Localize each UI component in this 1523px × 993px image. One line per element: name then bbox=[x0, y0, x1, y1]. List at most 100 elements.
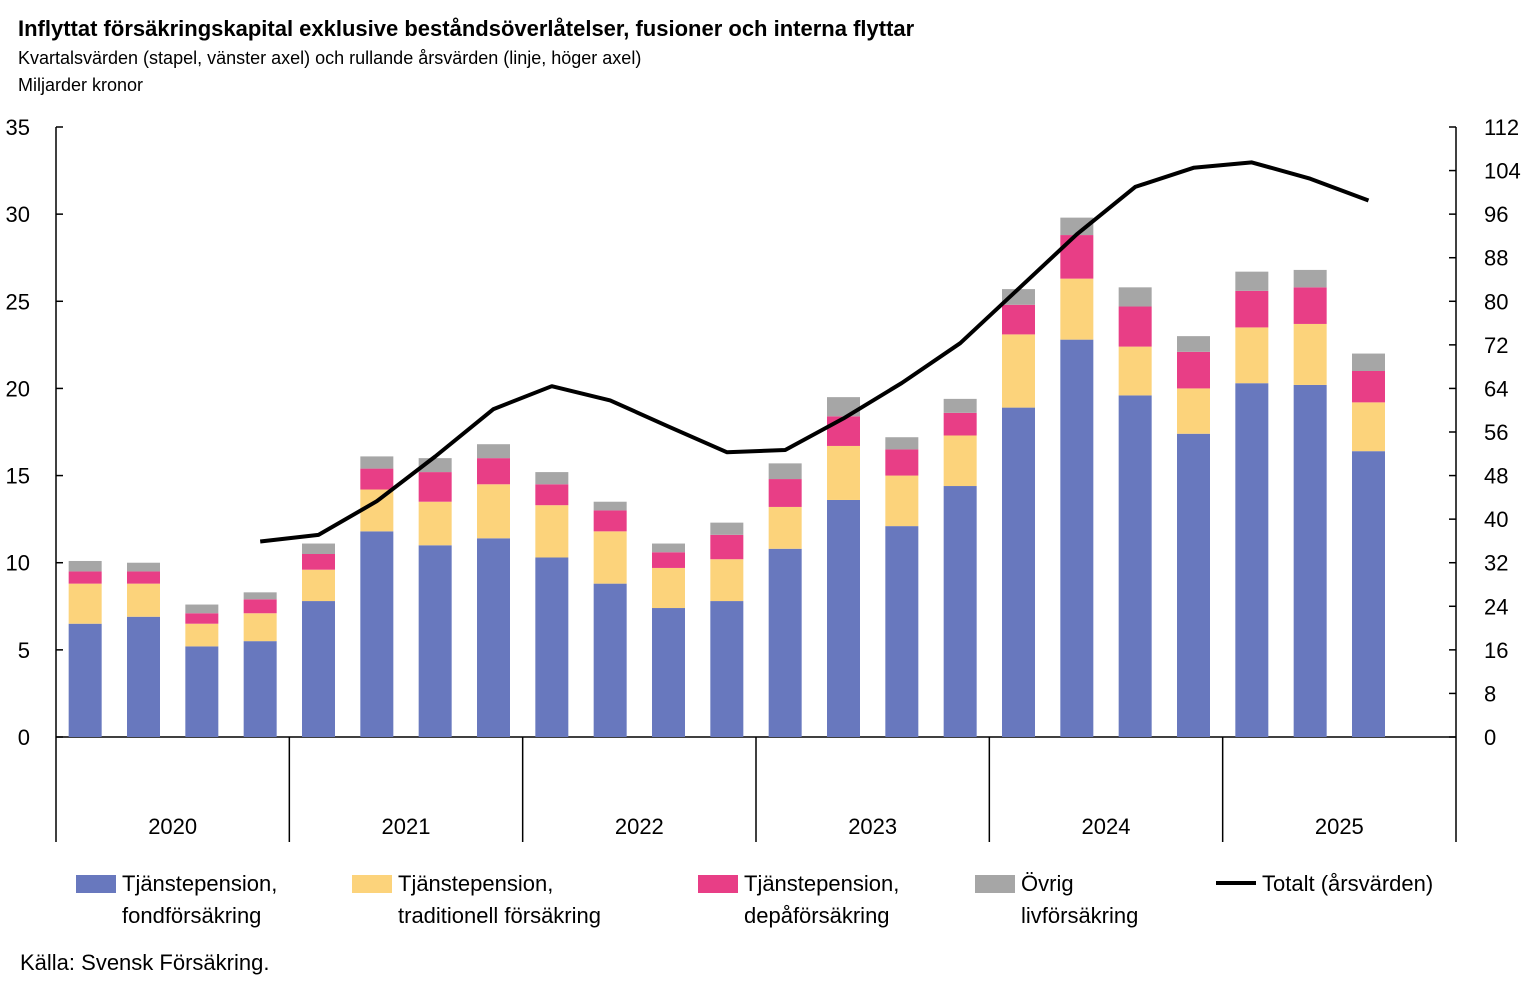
right-tick-label: 16 bbox=[1484, 638, 1508, 663]
bar-depa bbox=[1118, 306, 1152, 347]
bar-depa bbox=[1235, 290, 1269, 328]
right-tick-label: 80 bbox=[1484, 289, 1508, 314]
bars-group bbox=[68, 217, 1385, 737]
legend-item-depa: Tjänstepension, depåförsäkring bbox=[698, 868, 899, 932]
line-total bbox=[259, 160, 1370, 544]
bar-fond bbox=[477, 538, 510, 737]
bar-ovrig bbox=[243, 592, 277, 600]
bar-fond bbox=[1118, 395, 1152, 737]
bar-depa bbox=[943, 412, 977, 436]
right-tick-label: 48 bbox=[1484, 464, 1508, 489]
left-tick-label: 35 bbox=[6, 115, 30, 140]
bar-depa bbox=[885, 449, 919, 476]
legend-item-trad: Tjänstepension, traditionell försäkring bbox=[352, 868, 601, 932]
left-tick-label: 0 bbox=[18, 725, 30, 750]
bar-depa bbox=[302, 554, 335, 570]
bar-fond bbox=[943, 486, 977, 737]
bar-ovrig bbox=[127, 562, 160, 572]
bar-depa bbox=[593, 510, 627, 532]
right-tick-label: 112 bbox=[1484, 115, 1519, 140]
bar-fond bbox=[68, 623, 102, 737]
bar-fond bbox=[302, 601, 335, 737]
bar-fond bbox=[710, 601, 744, 737]
bar-trad bbox=[1235, 327, 1269, 384]
bar-ovrig bbox=[1352, 353, 1385, 371]
left-tick-label: 15 bbox=[6, 464, 30, 489]
bar-ovrig bbox=[652, 543, 685, 553]
bar-fond bbox=[127, 616, 160, 737]
bar-trad bbox=[1118, 346, 1152, 396]
line-group bbox=[259, 160, 1370, 544]
tick-labels-group: 0510152025303508162432404856647280889610… bbox=[6, 115, 1521, 839]
bar-trad bbox=[768, 506, 802, 549]
bar-ovrig bbox=[768, 463, 802, 480]
legend-swatch-ovrig bbox=[975, 875, 1015, 893]
bar-fond bbox=[827, 499, 860, 737]
legend-item-total: Totalt (årsvärden) bbox=[1216, 868, 1433, 900]
chart-canvas: 0510152025303508162432404856647280889610… bbox=[6, 115, 1521, 842]
bar-ovrig bbox=[1235, 271, 1269, 291]
bar-ovrig bbox=[185, 604, 219, 614]
bar-fond bbox=[1177, 433, 1210, 737]
bar-ovrig bbox=[1118, 287, 1152, 307]
bar-fond bbox=[1293, 384, 1327, 737]
year-label: 2022 bbox=[615, 814, 664, 839]
legend-label-fond: Tjänstepension, fondförsäkring bbox=[122, 871, 278, 928]
left-tick-label: 25 bbox=[6, 289, 30, 314]
bar-fond bbox=[360, 531, 394, 737]
year-label: 2020 bbox=[148, 814, 197, 839]
bar-trad bbox=[652, 567, 685, 609]
bar-trad bbox=[1060, 278, 1094, 340]
bar-depa bbox=[243, 599, 277, 614]
bar-trad bbox=[127, 583, 160, 617]
left-tick-label: 5 bbox=[18, 638, 30, 663]
bar-trad bbox=[1002, 334, 1035, 408]
right-tick-label: 8 bbox=[1484, 681, 1496, 706]
bar-depa bbox=[360, 468, 394, 490]
bar-trad bbox=[243, 613, 277, 642]
bar-trad bbox=[710, 559, 744, 602]
bar-depa bbox=[652, 552, 685, 568]
legend-item-fond: Tjänstepension, fondförsäkring bbox=[76, 868, 277, 932]
year-label: 2021 bbox=[382, 814, 431, 839]
legend-item-ovrig: Övrig livförsäkring bbox=[975, 868, 1138, 932]
bar-ovrig bbox=[885, 437, 919, 450]
bar-trad bbox=[68, 583, 102, 624]
legend-swatch-trad bbox=[352, 875, 392, 893]
bar-ovrig bbox=[1060, 217, 1094, 236]
bar-depa bbox=[1352, 371, 1385, 403]
bar-ovrig bbox=[1177, 336, 1210, 352]
bar-fond bbox=[1352, 451, 1385, 737]
bar-fond bbox=[885, 526, 919, 737]
bar-depa bbox=[535, 484, 569, 506]
bar-fond bbox=[593, 583, 627, 737]
bar-depa bbox=[185, 613, 219, 624]
bar-trad bbox=[1352, 402, 1385, 452]
bar-depa bbox=[768, 479, 802, 507]
legend: Tjänstepension, fondförsäkring Tjänstepe… bbox=[0, 868, 1523, 938]
bar-fond bbox=[243, 641, 277, 737]
bar-trad bbox=[418, 501, 452, 546]
bar-depa bbox=[1177, 351, 1210, 389]
right-tick-label: 96 bbox=[1484, 202, 1508, 227]
bar-trad bbox=[477, 484, 510, 539]
bar-depa bbox=[1293, 287, 1327, 324]
bar-ovrig bbox=[302, 543, 335, 554]
bar-trad bbox=[1177, 388, 1210, 434]
bar-fond bbox=[652, 608, 685, 737]
bar-trad bbox=[185, 623, 219, 647]
right-tick-label: 32 bbox=[1484, 551, 1508, 576]
right-tick-label: 64 bbox=[1484, 376, 1508, 401]
bar-trad bbox=[943, 435, 977, 487]
right-tick-label: 88 bbox=[1484, 246, 1508, 271]
bar-fond bbox=[1235, 383, 1269, 737]
year-label: 2025 bbox=[1315, 814, 1364, 839]
right-tick-label: 24 bbox=[1484, 594, 1508, 619]
year-label: 2024 bbox=[1082, 814, 1131, 839]
bar-ovrig bbox=[360, 456, 394, 469]
bar-depa bbox=[418, 472, 452, 502]
bar-depa bbox=[477, 458, 510, 485]
bar-trad bbox=[827, 445, 860, 500]
chart-title: Inflyttat försäkringskapital exklusive b… bbox=[18, 16, 915, 41]
bar-fond bbox=[1002, 407, 1035, 737]
